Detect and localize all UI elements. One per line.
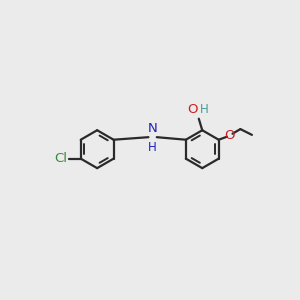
Text: O: O xyxy=(187,103,197,116)
Text: N: N xyxy=(148,122,158,135)
Text: H: H xyxy=(200,103,209,116)
Text: O: O xyxy=(224,129,235,142)
Text: H: H xyxy=(148,141,157,154)
Text: Cl: Cl xyxy=(54,152,67,165)
